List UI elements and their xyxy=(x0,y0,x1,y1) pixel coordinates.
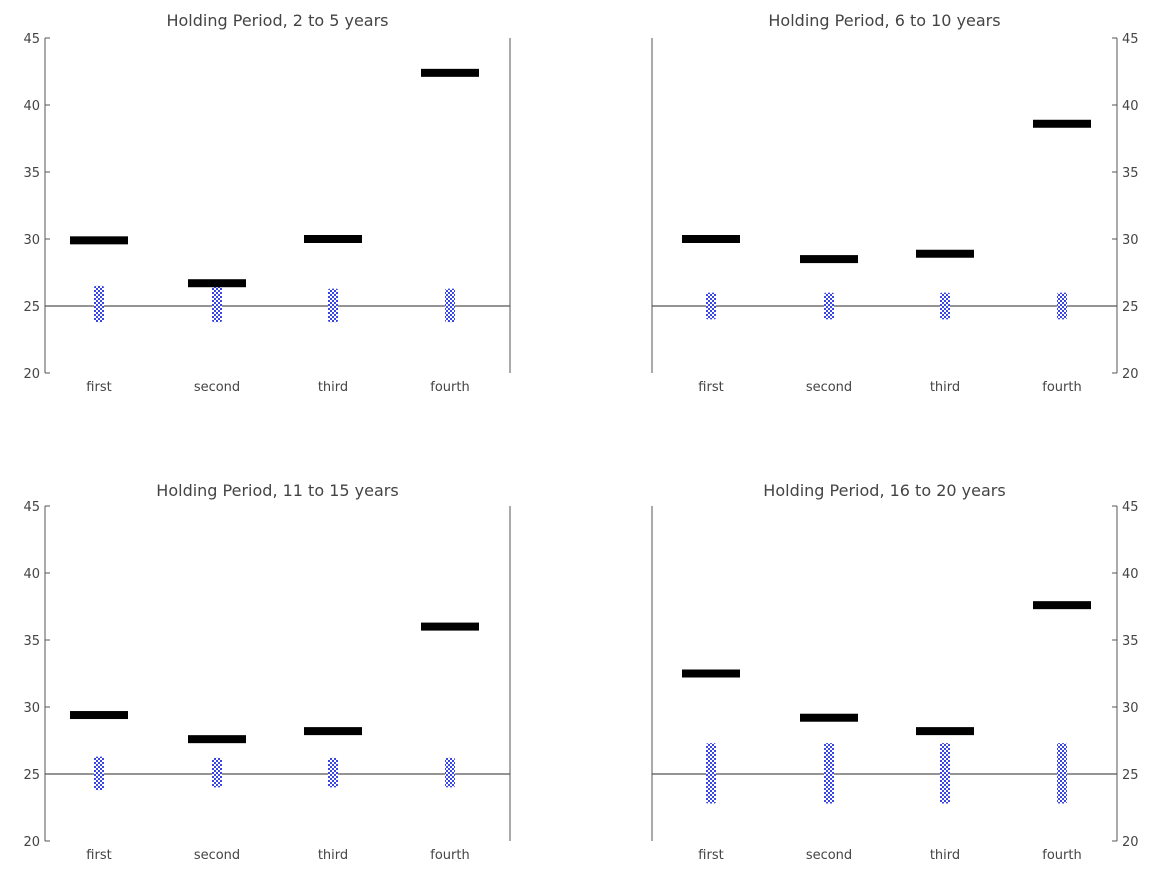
y-tick-label: 20 xyxy=(1122,367,1139,382)
value-bar-third xyxy=(304,235,362,243)
value-bar-first xyxy=(70,236,128,245)
y-tick-label: 20 xyxy=(23,835,40,850)
range-bar-third xyxy=(328,288,338,323)
chart-title: Holding Period, 11 to 15 years xyxy=(156,481,398,500)
value-bar-fourth xyxy=(421,622,479,631)
x-category-label: first xyxy=(86,848,111,863)
y-tick-label: 35 xyxy=(23,166,40,181)
value-bar-fourth xyxy=(1033,119,1091,128)
range-bar-third xyxy=(940,292,950,320)
y-tick-label: 25 xyxy=(23,768,40,783)
range-bar-first xyxy=(94,285,104,323)
chart-panel-3: Holding Period, 11 to 15 years 20 25 30 35 40… xyxy=(23,481,511,863)
range-bar-first xyxy=(706,743,716,804)
chart-title: Holding Period, 6 to 10 years xyxy=(768,11,1000,30)
chart-title: Holding Period, 2 to 5 years xyxy=(166,11,388,30)
chart-panel-2: Holding Period, 6 to 10 years 20 25 30 35 40 4… xyxy=(651,11,1139,395)
y-tick-label: 45 xyxy=(1122,500,1139,515)
value-bar-third xyxy=(916,727,974,736)
y-tick-label: 35 xyxy=(23,634,40,649)
range-bar-second xyxy=(212,285,222,323)
x-category-label: second xyxy=(806,380,852,395)
y-tick-label: 45 xyxy=(23,32,40,47)
y-tick-label: 40 xyxy=(23,99,40,114)
value-bar-second xyxy=(188,735,246,744)
value-bar-second xyxy=(800,255,858,264)
x-category-label: first xyxy=(698,380,723,395)
range-bar-fourth xyxy=(445,757,455,788)
value-bar-first xyxy=(682,235,740,243)
y-tick-label: 20 xyxy=(1122,835,1139,850)
x-category-label: first xyxy=(86,380,111,395)
value-bar-first xyxy=(70,711,128,720)
value-bar-fourth xyxy=(1033,601,1091,610)
range-bar-second xyxy=(212,757,222,788)
value-bar-second xyxy=(800,713,858,722)
x-category-label: third xyxy=(318,848,348,863)
y-tick-label: 40 xyxy=(1122,99,1139,114)
chart-panel-4: Holding Period, 16 to 20 years 20 25 30 35 40… xyxy=(651,481,1139,863)
value-bar-fourth xyxy=(421,68,479,77)
y-tick-label: 20 xyxy=(23,367,40,382)
x-category-label: fourth xyxy=(1042,380,1081,395)
y-tick-label: 30 xyxy=(1122,233,1139,248)
value-bar-third xyxy=(304,727,362,736)
range-bar-second xyxy=(824,292,834,320)
y-tick-label: 30 xyxy=(23,233,40,248)
chart-panel-1: Holding Period, 2 to 5 years 20 25 30 35 40 45… xyxy=(23,11,511,395)
range-bar-third xyxy=(328,757,338,788)
x-category-label: first xyxy=(698,848,723,863)
range-bar-first xyxy=(706,292,716,320)
x-category-label: third xyxy=(930,380,960,395)
y-tick-label: 35 xyxy=(1122,166,1139,181)
x-category-label: fourth xyxy=(1042,848,1081,863)
range-bar-fourth xyxy=(445,288,455,323)
x-category-label: fourth xyxy=(430,848,469,863)
value-bar-third xyxy=(916,249,974,258)
y-tick-label: 30 xyxy=(1122,701,1139,716)
range-bar-first xyxy=(94,756,104,791)
range-bar-fourth xyxy=(1057,743,1067,804)
x-category-label: fourth xyxy=(430,380,469,395)
y-tick-label: 40 xyxy=(23,567,40,582)
y-tick-label: 45 xyxy=(23,500,40,515)
y-tick-label: 25 xyxy=(1122,300,1139,315)
y-tick-label: 35 xyxy=(1122,634,1139,649)
x-category-label: second xyxy=(194,848,240,863)
value-bar-first xyxy=(682,669,740,678)
y-tick-label: 45 xyxy=(1122,32,1139,47)
y-tick-label: 25 xyxy=(23,300,40,315)
x-category-label: second xyxy=(194,380,240,395)
y-tick-label: 25 xyxy=(1122,768,1139,783)
range-bar-second xyxy=(824,743,834,804)
range-bar-fourth xyxy=(1057,292,1067,320)
chart-title: Holding Period, 16 to 20 years xyxy=(763,481,1005,500)
x-category-label: second xyxy=(806,848,852,863)
y-tick-label: 40 xyxy=(1122,567,1139,582)
x-category-label: third xyxy=(930,848,960,863)
y-tick-label: 30 xyxy=(23,701,40,716)
range-bar-third xyxy=(940,743,950,804)
x-category-label: third xyxy=(318,380,348,395)
value-bar-second xyxy=(188,279,246,288)
